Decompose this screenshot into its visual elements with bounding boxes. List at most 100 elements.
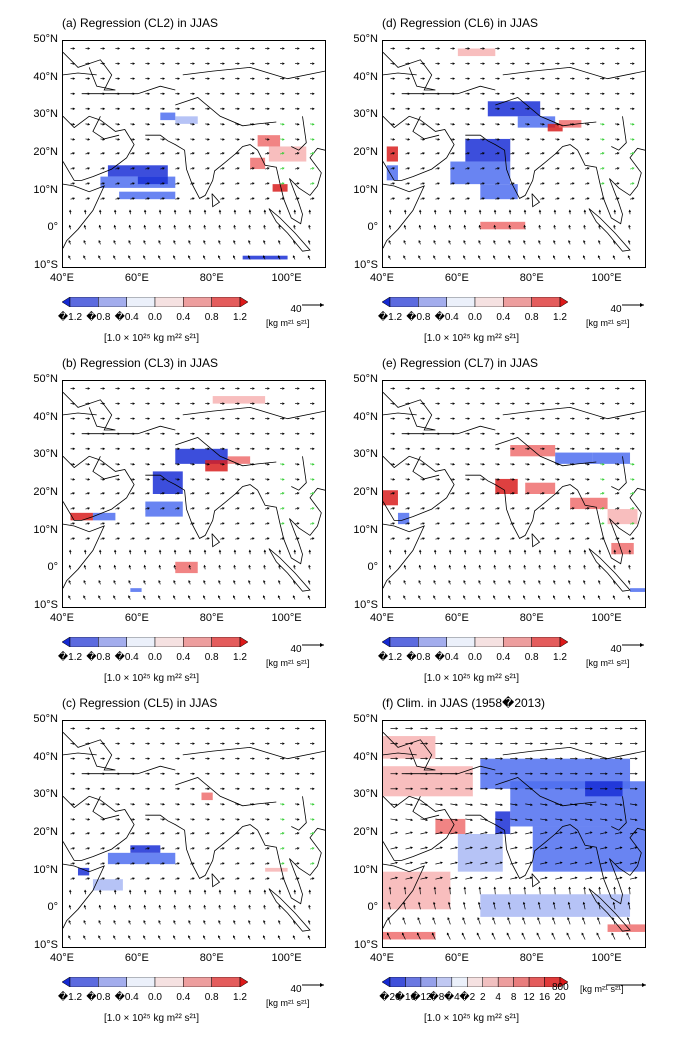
- wind-vector: [555, 877, 563, 880]
- wind-vector-head: [177, 92, 181, 95]
- wind-vector-head: [452, 167, 455, 170]
- wind-vector-head: [602, 47, 605, 50]
- wind-vector-head: [132, 522, 135, 525]
- wind-vector-head: [218, 935, 221, 938]
- wind-vector: [435, 877, 443, 880]
- wind-vector-head: [117, 123, 121, 126]
- wind-vector-head: [162, 877, 165, 880]
- wind-vector-head: [147, 417, 151, 420]
- wind-vector: [553, 902, 556, 910]
- wind-vector-head: [247, 595, 251, 598]
- wind-vector-head: [616, 138, 620, 141]
- shaded-cell: [547, 123, 563, 132]
- wind-vector-head: [162, 847, 165, 850]
- wind-vector-head: [143, 255, 146, 258]
- wind-vector-head: [177, 152, 180, 155]
- wind-vector-head: [143, 919, 146, 923]
- coastline: [81, 765, 176, 775]
- wind-vector-head: [266, 522, 270, 525]
- wind-vector-head: [233, 904, 236, 908]
- shaded-cell: [160, 112, 176, 121]
- wind-vector-head: [162, 402, 166, 405]
- wind-vector-head: [68, 255, 71, 258]
- wind-vector-head: [251, 877, 255, 880]
- wind-vector-head: [147, 818, 151, 821]
- wind-vector-head: [203, 904, 206, 908]
- shaded-cell: [383, 931, 436, 940]
- wind-vector-head: [102, 107, 106, 111]
- wind-vector: [523, 902, 526, 910]
- wind-vector: [552, 917, 556, 925]
- coastline: [412, 456, 440, 480]
- wind-vector-head: [102, 492, 106, 495]
- colorbar-units: [1.0 × 10²⁵ kg m²² s²¹]: [424, 673, 519, 684]
- wind-vector-head: [188, 255, 191, 258]
- colorbar-tick-label: 0.4: [496, 652, 511, 663]
- reference-vector: 40 [kg m²¹ s²¹]: [266, 976, 336, 1018]
- wind-vector-head: [493, 549, 497, 553]
- wind-vector-head: [418, 239, 421, 243]
- colorbar-tick-label: �20: [379, 992, 401, 1003]
- wind-vector-head: [437, 417, 441, 420]
- wind-vector-head: [581, 932, 584, 936]
- wind-vector-head: [72, 507, 76, 510]
- wind-vector-head: [207, 877, 210, 880]
- wind-vector-head: [251, 167, 255, 170]
- wind-vector-head: [281, 877, 285, 880]
- wind-vector-head: [388, 901, 391, 905]
- wind-vector-head: [192, 818, 195, 821]
- wind-vector-head: [87, 522, 91, 525]
- wind-vector-head: [203, 224, 206, 228]
- wind-vector-head: [132, 847, 135, 850]
- wind-vector-head: [568, 224, 571, 228]
- wind-vector-head: [560, 727, 563, 730]
- wind-vector-head: [542, 492, 545, 495]
- wind-vector-head: [72, 537, 76, 540]
- wind-vector-head: [395, 757, 399, 760]
- colorbar-swatch: [211, 637, 241, 647]
- lat-label: 10°N: [353, 183, 378, 196]
- wind-vector-head: [72, 62, 76, 65]
- wind-vector: [405, 803, 413, 806]
- wind-vector-head: [589, 846, 593, 849]
- wind-vector-head: [590, 727, 593, 730]
- wind-vector-head: [113, 904, 117, 908]
- wind-vector-head: [422, 138, 426, 141]
- wind-vector-head: [478, 564, 482, 568]
- wind-vector: [508, 902, 511, 910]
- wind-vector-head: [83, 549, 87, 553]
- lat-label: 50°N: [353, 33, 378, 45]
- wind-vector-head: [542, 402, 545, 405]
- wind-vector-head: [308, 224, 311, 228]
- shaded-cell: [268, 146, 307, 162]
- wind-vector-head: [192, 537, 195, 540]
- wind-vector-head: [612, 595, 616, 598]
- wind-vector-head: [207, 803, 210, 806]
- wind-vector-head: [403, 255, 406, 258]
- wind-vector-head: [515, 772, 518, 775]
- wind-vector-head: [403, 886, 407, 890]
- wind-vector-head: [128, 255, 131, 258]
- wind-vector-head: [203, 579, 206, 583]
- wind-vector-head: [508, 224, 511, 228]
- wind-vector-head: [545, 742, 548, 745]
- wind-vector-head: [425, 861, 428, 865]
- wind-vector-head: [311, 167, 315, 170]
- wind-vector-head: [512, 167, 515, 170]
- wind-vector-head: [267, 818, 270, 821]
- wind-vector-head: [586, 152, 590, 155]
- wind-vector-head: [143, 239, 146, 243]
- wind-vector-head: [98, 239, 101, 243]
- wind-vector-head: [308, 209, 312, 213]
- wind-vector-head: [527, 522, 530, 525]
- wind-vector-head: [192, 463, 195, 466]
- wind-vector-head: [512, 47, 515, 50]
- wind-vector-head: [583, 209, 587, 213]
- wind-vector: [629, 847, 637, 850]
- wind-vector-head: [296, 138, 300, 141]
- wind-vector-head: [267, 787, 270, 791]
- wind-vector-head: [418, 886, 422, 890]
- wind-vector-head: [478, 595, 481, 598]
- wind-vector-head: [83, 579, 86, 583]
- wind-vector-head: [177, 742, 181, 745]
